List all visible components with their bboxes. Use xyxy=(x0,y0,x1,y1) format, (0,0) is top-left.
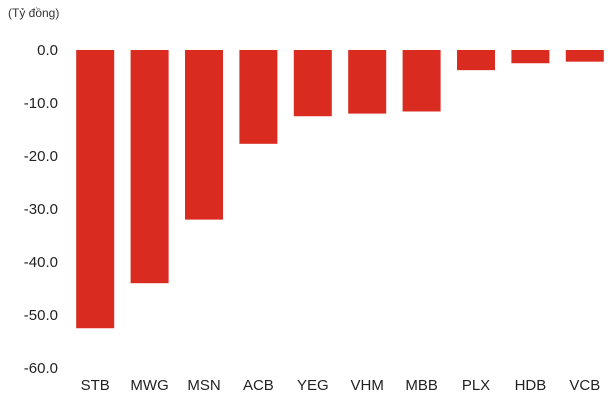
x-tick-label: VHM xyxy=(351,377,384,394)
y-axis-ticks: 0.0 -10.0 -20.0 -30.0 -40.0 -50.0 -60.0 xyxy=(24,42,58,377)
bar-hdb xyxy=(511,50,550,64)
x-axis-ticks: STB MWG MSN ACB YEG VHM MBB PLX HDB VCB xyxy=(81,377,601,394)
bar-msn xyxy=(185,50,223,220)
x-tick-label: PLX xyxy=(462,377,490,394)
x-tick-label: MWG xyxy=(130,377,168,394)
x-tick-label: ACB xyxy=(243,377,274,394)
unit-label: (Tỷ đồng) xyxy=(8,6,60,20)
bar-stb xyxy=(76,50,115,329)
bar-mbb xyxy=(402,50,441,112)
bar-vcb xyxy=(565,50,604,62)
y-tick-label: -10.0 xyxy=(24,95,58,112)
bar-mwg xyxy=(130,50,169,284)
x-tick-label: VCB xyxy=(569,377,600,394)
bars xyxy=(76,50,604,329)
bar-yeg xyxy=(293,50,332,117)
y-tick-label: 0.0 xyxy=(37,42,58,59)
bar-vhm xyxy=(348,50,387,114)
y-tick-label: -40.0 xyxy=(24,254,58,271)
x-tick-label: STB xyxy=(81,377,110,394)
x-tick-label: MBB xyxy=(405,377,438,394)
x-tick-label: YEG xyxy=(297,377,329,394)
x-tick-label: MSN xyxy=(187,377,220,394)
y-tick-label: -60.0 xyxy=(24,360,58,377)
bar-acb xyxy=(239,50,278,144)
y-tick-label: -50.0 xyxy=(24,307,58,324)
y-tick-label: -30.0 xyxy=(24,201,58,218)
x-tick-label: HDB xyxy=(515,377,547,394)
y-tick-label: -20.0 xyxy=(24,148,58,165)
bar-plx xyxy=(457,50,495,71)
